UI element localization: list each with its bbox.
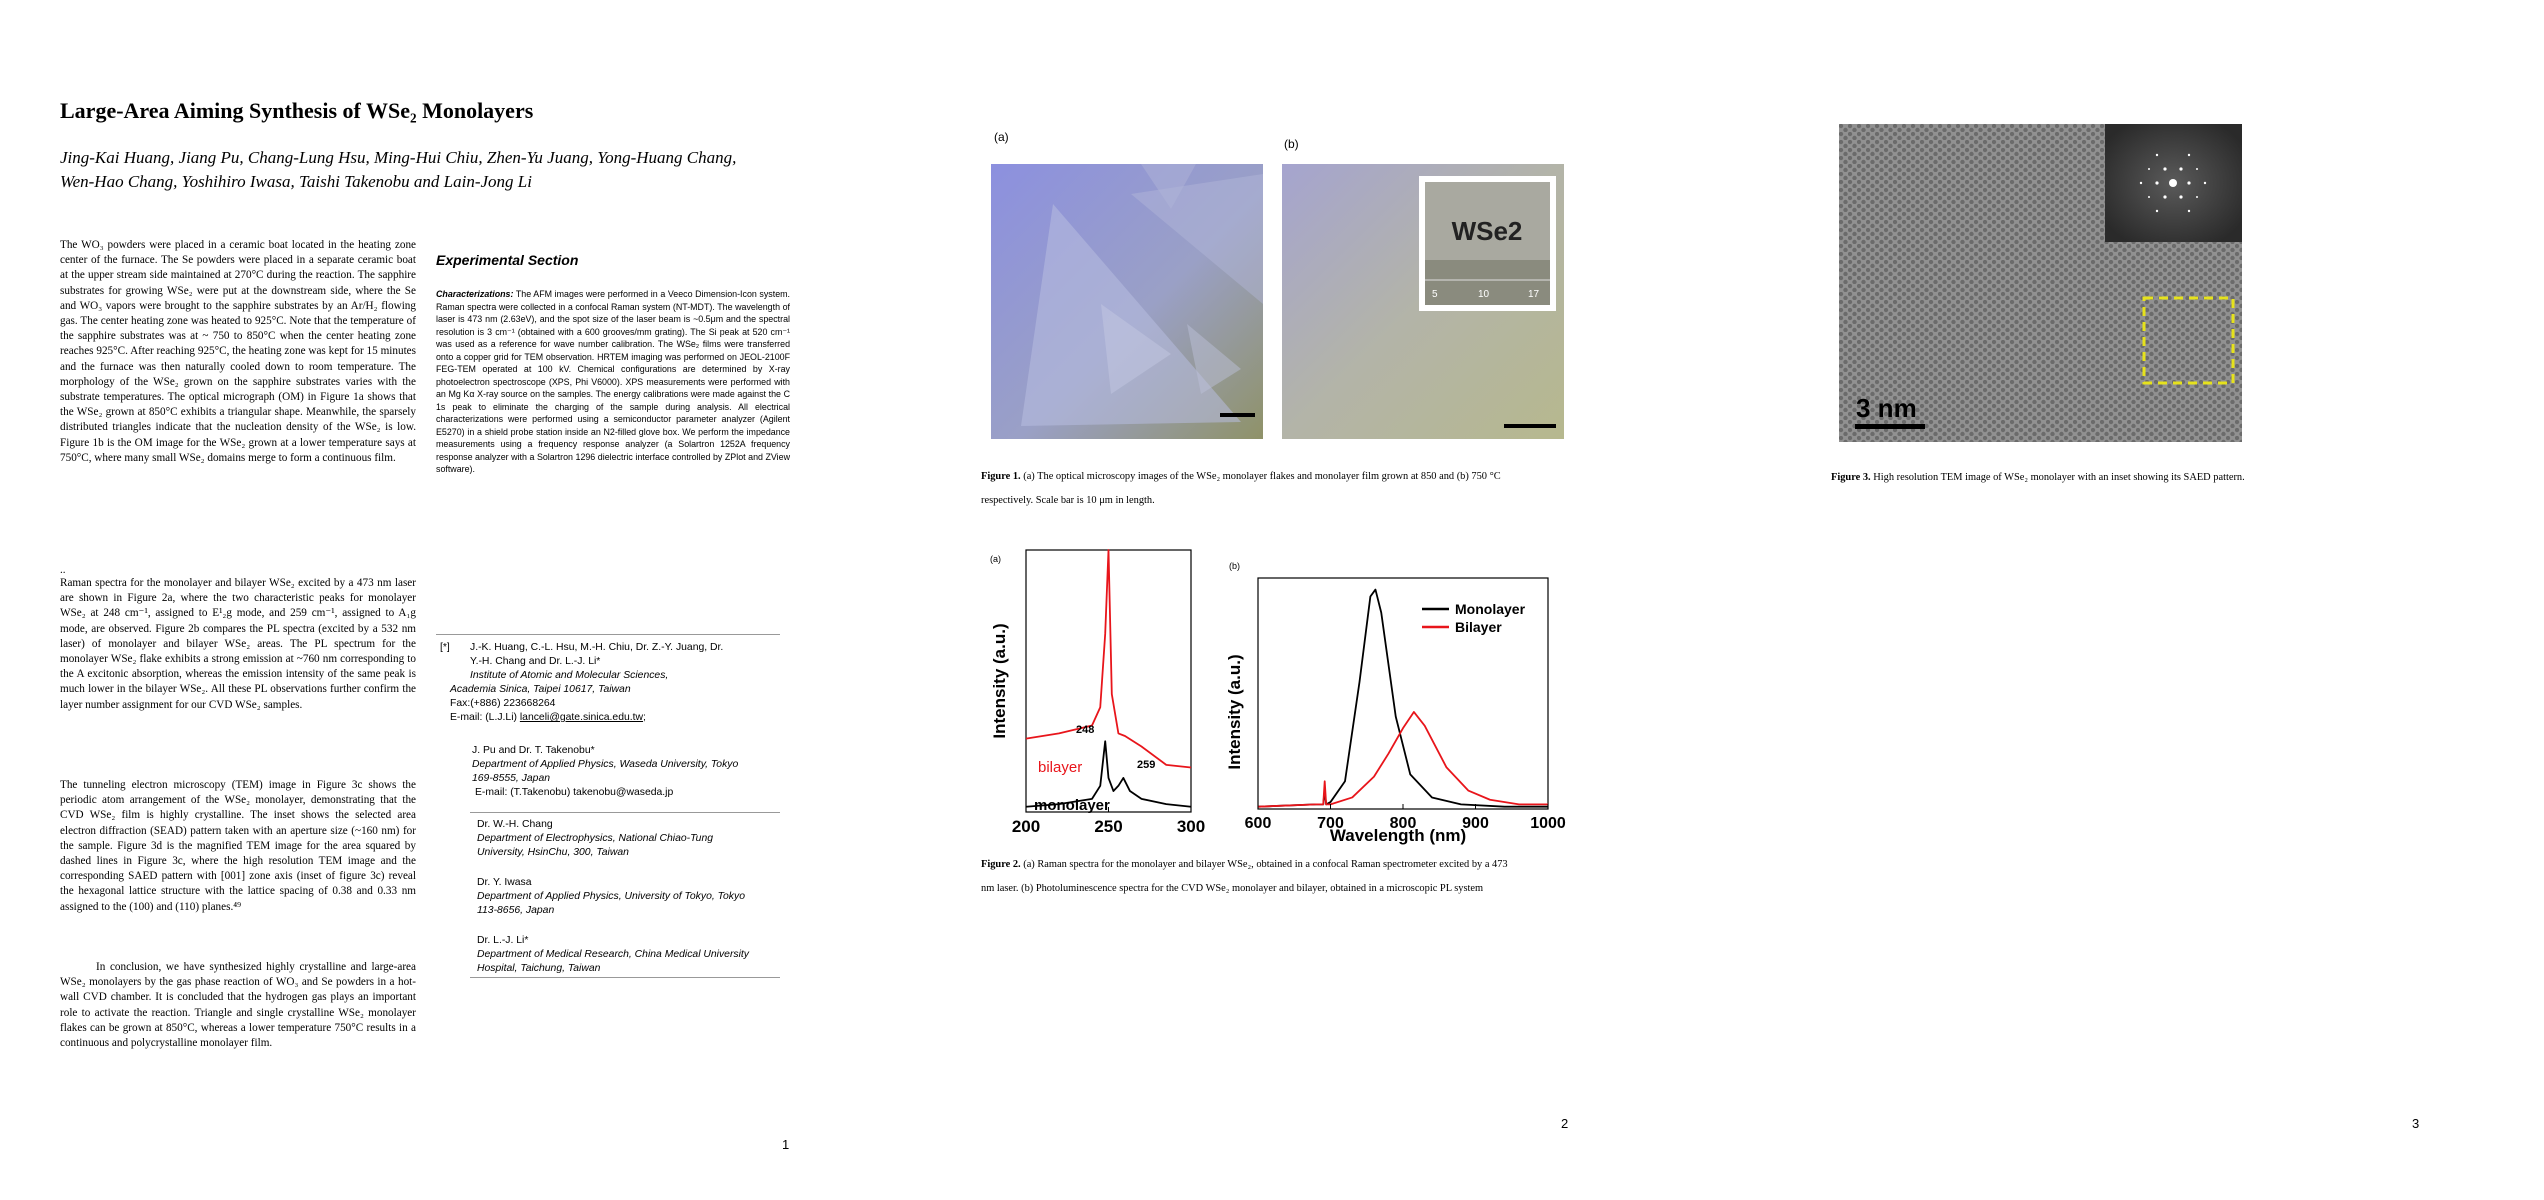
pl-series-bilayer [1257,711,1548,808]
paper-title: Large-Area Aiming Synthesis of WSe₂ Mono… [60,98,534,123]
pl-y-axis-label: Intensity (a.u.) [1225,654,1244,769]
fig1b-micrograph: WSe2 5 10 17 [1282,164,1564,439]
affiliation-block-2: J. Pu and Dr. T. Takenobu* Department of… [472,744,780,800]
raman-monolayer-label: monolayer [1034,797,1110,814]
raman-x-tick-label: 200 [1012,817,1040,836]
email-link-li[interactable]: lanceli@gate.sinica.edu.tw [519,712,644,723]
saed-spots [2139,153,2207,213]
legend-monolayer-label: Monolayer [1455,601,1526,617]
raman-series-monolayer [1025,740,1192,808]
affiliation-block-1: J.-K. Huang, C.-L. Hsu, M.-H. Chiu, Dr. … [450,642,724,723]
email-takenobu: E-mail: (T.Takenobu) takenobu@waseda.jp [475,787,674,798]
fig2a-label: (a) [990,554,1001,564]
fig2b-label: (b) [1229,561,1240,571]
body-paragraph-2: .. Raman spectra for the monolayer and b… [60,564,416,711]
raman-series-bilayer [1025,549,1192,769]
characterizations-text: The AFM images were performed in a Veeco… [436,289,790,474]
tem-scale-bar-label: 3 nm [1856,393,1917,423]
ruler-mark-5: 5 [1432,289,1438,300]
affiliation-block-5: Dr. L.-J. Li* Department of Medical Rese… [477,935,749,974]
affiliation-divider-bottom [470,977,780,978]
experimental-section-body: Characterizations: The AFM images were p… [436,288,790,476]
pl-x-tick-label: 800 [1390,815,1417,832]
raman-y-axis-label: Intensity (a.u.) [990,623,1009,738]
raman-spectrum-chart: (a) 200 250 300 Intensity (a.u.) 248 259 b… [990,549,1205,836]
ruler-mark-10: 10 [1478,289,1490,300]
pl-spectrum-chart: (b) 600 700 800 900 1000 Intensity (a.u.) Wa… [1225,561,1566,845]
inset-sample-label: WSe2 [1452,216,1523,246]
pl-x-tick-label: 900 [1462,815,1489,832]
dashed-selection-box [2142,296,2235,385]
figure-1-caption: Figure 1. (a) The optical microscopy ima… [981,471,1501,506]
page-number-2: 2 [1561,1116,1569,1131]
body-paragraph-4: In conclusion, we have synthesized highl… [60,961,416,1050]
pl-x-tick-label: 700 [1317,815,1344,832]
legend-bilayer-label: Bilayer [1455,619,1502,635]
pl-x-tick-label: 1000 [1530,815,1566,832]
author-list: Jing-Kai Huang, Jiang Pu, Chang-Lung Hsu… [60,146,800,194]
page-number-3: 3 [2412,1116,2420,1131]
raman-peak-259-label: 259 [1137,759,1155,771]
affiliation-block-3: Dr. W.-H. Chang Department of Electrophy… [477,819,714,858]
authors-line-1: Jing-Kai Huang, Jiang Pu, Chang-Lung Hsu… [60,148,737,167]
pl-x-tick-label: 600 [1245,815,1272,832]
affiliation-divider-mid [470,812,780,813]
fig1a-label: (a) [994,130,1009,144]
figure-2-caption: Figure 2. (a) Raman spectra for the mono… [981,859,1508,894]
fig1b-image: WSe2 5 10 17 [1282,164,1564,439]
tem-lattice-image: 3 nm [1839,124,2242,442]
fig1a-micrograph [991,164,1263,439]
affiliation-divider-top [436,634,780,635]
experimental-section-heading: Experimental Section [436,252,579,268]
figure-3-caption: Figure 3. High resolution TEM image of W… [1831,472,2245,483]
pl-x-axis-label: Wavelength (nm) [1330,826,1466,845]
fig1b-label: (b) [1284,137,1299,151]
body-paragraph-3: The tunneling electron microscopy (TEM) … [60,779,416,913]
pl-series-monolayer [1257,588,1548,808]
affiliation-marker: [*] [440,642,450,653]
raman-bilayer-label: bilayer [1038,759,1082,776]
fig3-tem-image: 3 nm [1839,124,2242,442]
ellipsis-marker: .. [60,564,66,576]
affiliation-block-4: Dr. Y. Iwasa Department of Applied Physi… [477,877,745,916]
ruler-mark-17: 17 [1528,289,1540,300]
raman-x-tick-label: 300 [1177,817,1205,836]
fig1a-image [991,164,1263,439]
body-paragraph-1: The WO₃ powders were placed in a ceramic… [60,239,416,464]
page-number-1: 1 [782,1137,790,1152]
raman-peak-248-label: 248 [1076,724,1094,736]
fig2b-chart: (b) 600 700 800 900 1000 Intensity (a.u.) Wa… [1222,552,1574,852]
authors-line-2: Wen-Hao Chang, Yoshihiro Iwasa, Taishi T… [60,172,532,191]
fig2a-chart: (a) 200 250 300 Intensity (a.u.) 248 259 b… [981,546,1211,846]
characterizations-lead: Characterizations: [436,289,514,299]
raman-x-tick-label: 250 [1094,817,1122,836]
